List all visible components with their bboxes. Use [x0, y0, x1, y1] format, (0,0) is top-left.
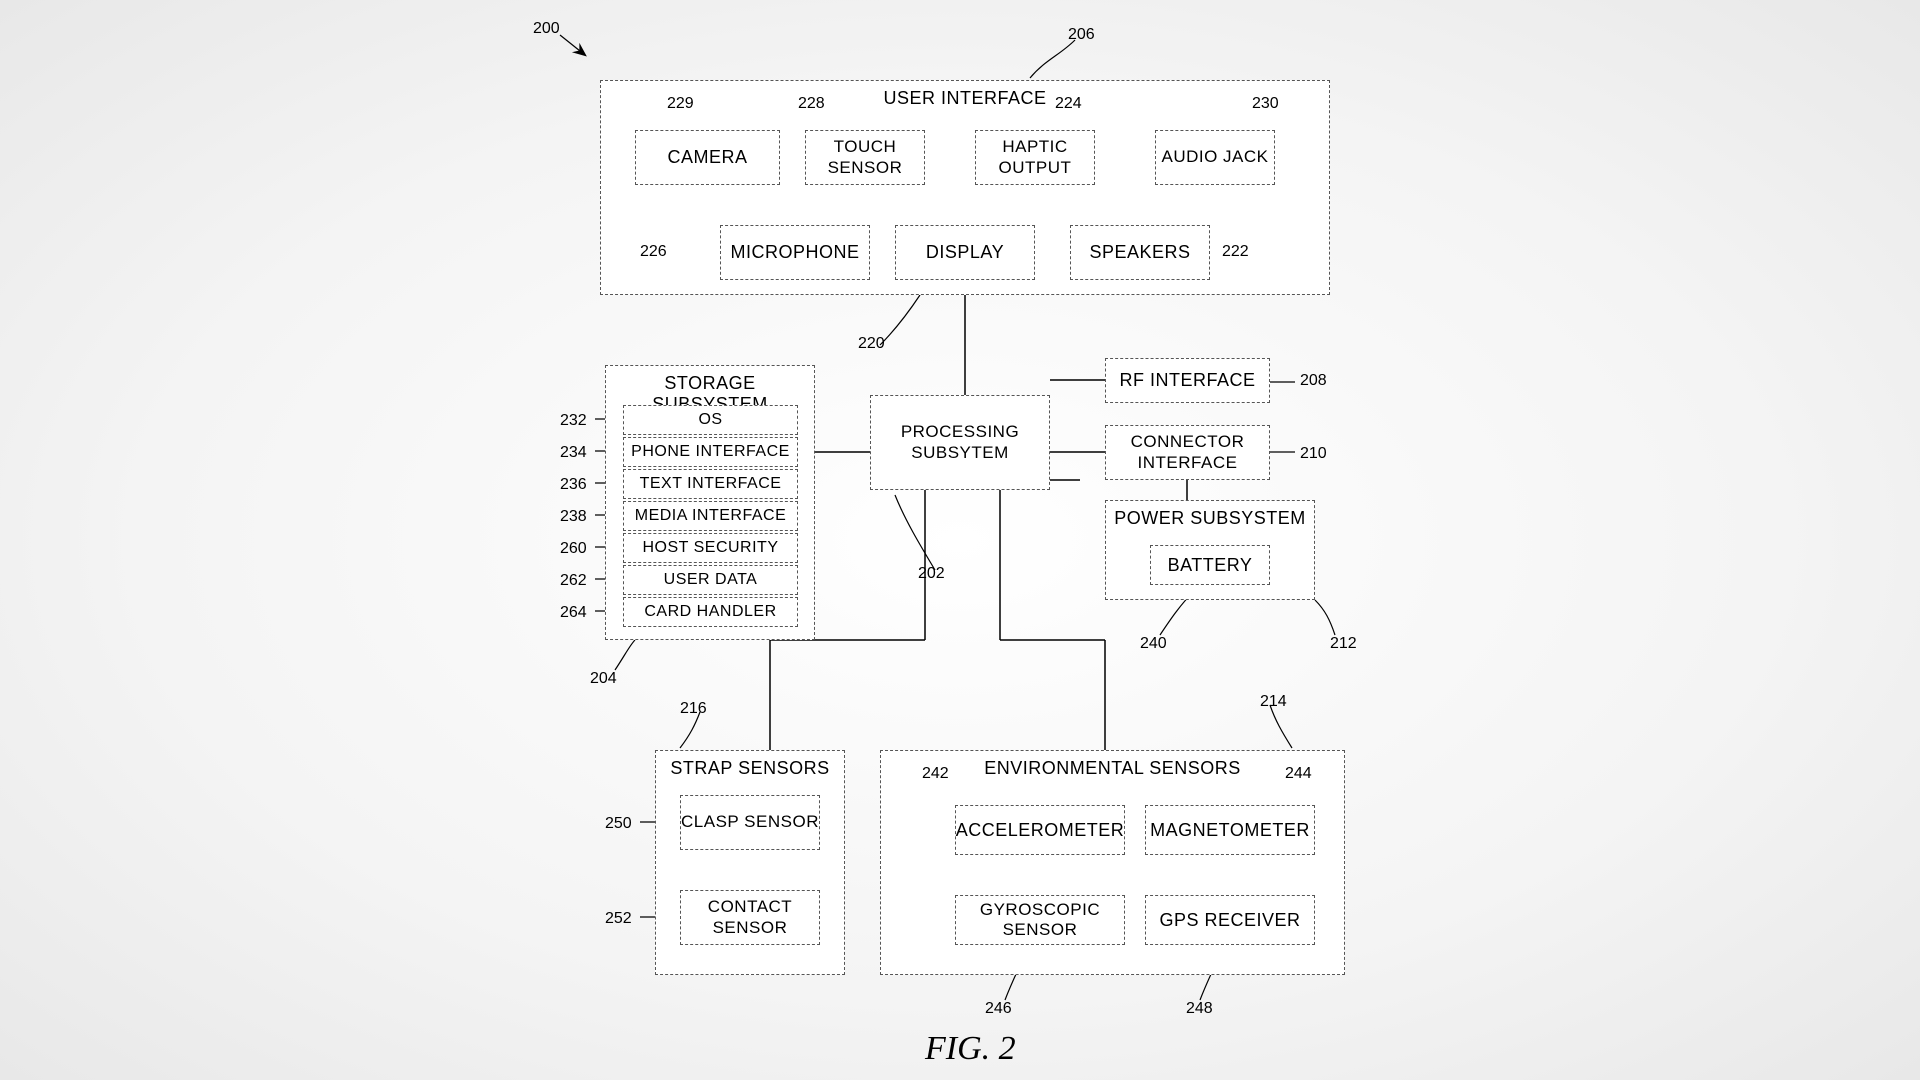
clasp-sensor-block: CLASP SENSOR — [680, 795, 820, 850]
ref-228: 228 — [798, 95, 825, 113]
strap-sensors-title: STRAP SENSORS — [655, 758, 845, 779]
ref-248: 248 — [1186, 1000, 1213, 1018]
ref-262: 262 — [560, 572, 587, 590]
touch-sensor-block: TOUCH SENSOR — [805, 130, 925, 185]
os-block: OS — [623, 405, 798, 435]
accelerometer-block: ACCELEROMETER — [955, 805, 1125, 855]
ref-238: 238 — [560, 508, 587, 526]
ref-208: 208 — [1300, 372, 1327, 390]
ref-229: 229 — [667, 95, 694, 113]
ref-204: 204 — [590, 670, 617, 688]
audio-jack-block: AUDIO JACK — [1155, 130, 1275, 185]
ref-220: 220 — [858, 335, 885, 353]
camera-block: CAMERA — [635, 130, 780, 185]
gyroscopic-sensor-block: GYROSCOPIC SENSOR — [955, 895, 1125, 945]
power-subsystem-title: POWER SUBSYSTEM — [1105, 508, 1315, 529]
haptic-output-block: HAPTIC OUTPUT — [975, 130, 1095, 185]
display-block: DISPLAY — [895, 225, 1035, 280]
rf-interface-block: RF INTERFACE — [1105, 358, 1270, 403]
ref-230: 230 — [1252, 95, 1279, 113]
ref-222: 222 — [1222, 243, 1249, 261]
media-interface-block: MEDIA INTERFACE — [623, 501, 798, 531]
environmental-sensors-title: ENVIRONMENTAL SENSORS — [880, 758, 1345, 779]
battery-block: BATTERY — [1150, 545, 1270, 585]
ref-202: 202 — [918, 565, 945, 583]
microphone-block: MICROPHONE — [720, 225, 870, 280]
connector-interface-block: CONNECTOR INTERFACE — [1105, 425, 1270, 480]
card-handler-block: CARD HANDLER — [623, 597, 798, 627]
ref-210: 210 — [1300, 445, 1327, 463]
ref-226: 226 — [640, 243, 667, 261]
ref-200: 200 — [533, 20, 560, 38]
ref-244: 244 — [1285, 765, 1312, 783]
ref-234: 234 — [560, 444, 587, 462]
text-interface-block: TEXT INTERFACE — [623, 469, 798, 499]
host-security-block: HOST SECURITY — [623, 533, 798, 563]
user-data-block: USER DATA — [623, 565, 798, 595]
ref-214: 214 — [1260, 693, 1287, 711]
ref-240: 240 — [1140, 635, 1167, 653]
contact-sensor-block: CONTACT SENSOR — [680, 890, 820, 945]
magnetometer-block: MAGNETOMETER — [1145, 805, 1315, 855]
figure-label: FIG. 2 — [925, 1030, 1016, 1068]
ref-250: 250 — [605, 815, 632, 833]
ref-212: 212 — [1330, 635, 1357, 653]
ref-232: 232 — [560, 412, 587, 430]
ref-264: 264 — [560, 604, 587, 622]
ref-206: 206 — [1068, 26, 1095, 44]
ref-236: 236 — [560, 476, 587, 494]
ref-252: 252 — [605, 910, 632, 928]
diagram-stage: USER INTERFACE CAMERA TOUCH SENSOR HAPTI… — [0, 0, 1920, 1080]
speakers-block: SPEAKERS — [1070, 225, 1210, 280]
phone-interface-block: PHONE INTERFACE — [623, 437, 798, 467]
ref-224: 224 — [1055, 95, 1082, 113]
user-interface-title: USER INTERFACE — [600, 88, 1330, 109]
ref-246: 246 — [985, 1000, 1012, 1018]
processing-subsystem-block: PROCESSING SUBSYTEM — [870, 395, 1050, 490]
ref-216: 216 — [680, 700, 707, 718]
gps-receiver-block: GPS RECEIVER — [1145, 895, 1315, 945]
ref-260: 260 — [560, 540, 587, 558]
ref-242: 242 — [922, 765, 949, 783]
